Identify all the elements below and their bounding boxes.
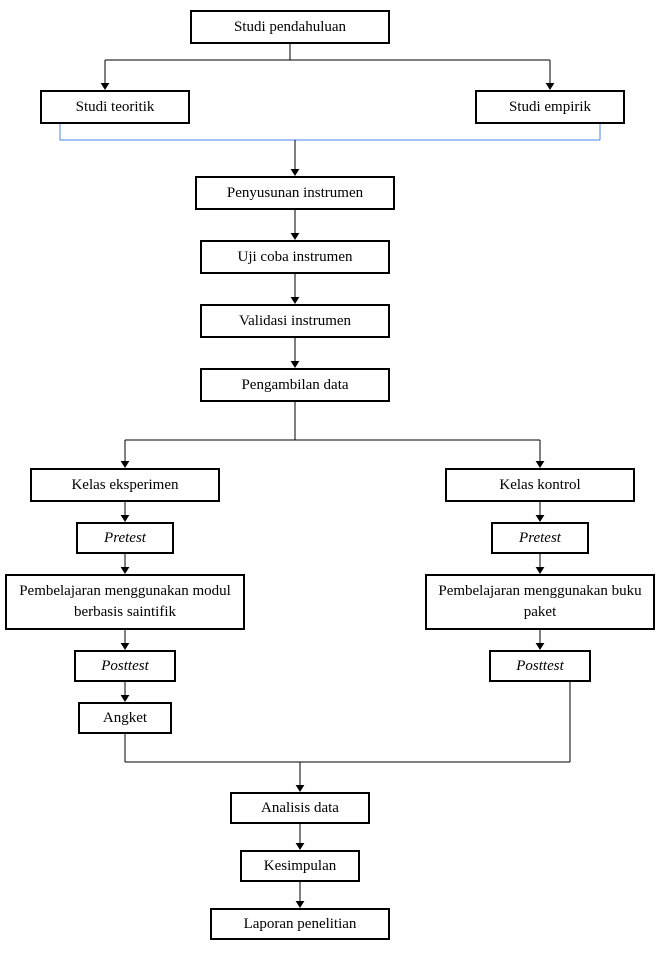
node-label: Angket: [103, 708, 147, 729]
node-label: Studi pendahuluan: [234, 17, 346, 38]
node-label: Pengambilan data: [241, 375, 348, 396]
node-analisis-data: Analisis data: [230, 792, 370, 824]
node-kesimpulan: Kesimpulan: [240, 850, 360, 882]
node-pretest-left: Pretest: [76, 522, 174, 554]
node-label: Validasi instrumen: [239, 311, 351, 332]
node-label: Analisis data: [261, 798, 339, 819]
node-posttest-right: Posttest: [489, 650, 591, 682]
node-label: Pembelajaran menggunakan buku paket: [437, 581, 643, 623]
node-kelas-eksperimen: Kelas eksperimen: [30, 468, 220, 502]
node-laporan-penelitian: Laporan penelitian: [210, 908, 390, 940]
node-label: Kelas eksperimen: [71, 475, 178, 496]
node-label: Kelas kontrol: [499, 475, 580, 496]
node-label: Pretest: [104, 528, 146, 549]
node-posttest-left: Posttest: [74, 650, 176, 682]
node-label: Posttest: [101, 656, 149, 677]
node-pembelajaran-right: Pembelajaran menggunakan buku paket: [425, 574, 655, 630]
node-label: Kesimpulan: [264, 856, 337, 877]
node-pembelajaran-left: Pembelajaran menggunakan modul berbasis …: [5, 574, 245, 630]
node-label: Posttest: [516, 656, 564, 677]
node-label: Uji coba instrumen: [238, 247, 353, 268]
node-pretest-right: Pretest: [491, 522, 589, 554]
node-uji-coba-instrumen: Uji coba instrumen: [200, 240, 390, 274]
node-label: Pembelajaran menggunakan modul berbasis …: [17, 581, 233, 623]
node-validasi-instrumen: Validasi instrumen: [200, 304, 390, 338]
node-studi-empirik: Studi empirik: [475, 90, 625, 124]
node-label: Pretest: [519, 528, 561, 549]
node-pengambilan-data: Pengambilan data: [200, 368, 390, 402]
node-label: Laporan penelitian: [244, 914, 357, 935]
node-penyusunan-instrumen: Penyusunan instrumen: [195, 176, 395, 210]
node-studi-pendahuluan: Studi pendahuluan: [190, 10, 390, 44]
node-label: Penyusunan instrumen: [227, 183, 363, 204]
node-studi-teoritik: Studi teoritik: [40, 90, 190, 124]
node-kelas-kontrol: Kelas kontrol: [445, 468, 635, 502]
node-angket: Angket: [78, 702, 172, 734]
node-label: Studi empirik: [509, 97, 591, 118]
node-label: Studi teoritik: [76, 97, 155, 118]
